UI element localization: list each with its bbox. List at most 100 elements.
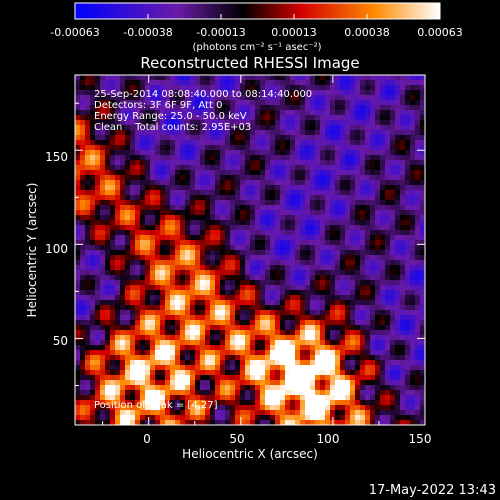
heatmap-cell	[400, 415, 406, 421]
heatmap-cell	[115, 370, 121, 376]
heatmap-cell	[165, 75, 171, 81]
heatmap-cell	[115, 235, 121, 241]
heatmap-cell	[350, 155, 356, 161]
heatmap-cell	[160, 355, 166, 361]
heatmap-cell	[240, 355, 246, 361]
heatmap-cell	[365, 210, 371, 216]
heatmap-cell	[415, 300, 421, 306]
heatmap-cell	[120, 395, 126, 401]
heatmap-cell	[145, 140, 151, 146]
heatmap-cell	[395, 135, 401, 141]
heatmap-cell	[300, 110, 306, 116]
heatmap-cell	[200, 240, 206, 246]
heatmap-cell	[125, 235, 131, 241]
heatmap-cell	[420, 140, 426, 146]
heatmap-cell	[220, 165, 226, 171]
heatmap-cell	[110, 205, 116, 211]
heatmap-cell	[195, 365, 201, 371]
heatmap-cell	[215, 215, 221, 221]
heatmap-cell	[340, 95, 346, 101]
heatmap-cell	[220, 210, 226, 216]
heatmap-cell	[95, 80, 101, 86]
heatmap-cell	[255, 415, 261, 421]
heatmap-cell	[315, 185, 321, 191]
heatmap-cell	[350, 125, 356, 131]
heatmap-cell	[415, 280, 421, 286]
heatmap-cell	[260, 355, 266, 361]
heatmap-cell	[175, 235, 181, 241]
heatmap-cell	[210, 185, 216, 191]
heatmap-cell	[245, 215, 251, 221]
heatmap-cell	[125, 260, 131, 266]
heatmap-cell	[135, 135, 141, 141]
heatmap-cell	[410, 80, 416, 86]
heatmap-cell	[170, 320, 176, 326]
heatmap-cell	[175, 370, 181, 376]
heatmap-cell	[365, 270, 371, 276]
heatmap-cell	[220, 215, 226, 221]
heatmap-cell	[150, 345, 156, 351]
heatmap-cell	[195, 245, 201, 251]
heatmap-cell	[330, 310, 336, 316]
heatmap-cell	[300, 310, 306, 316]
heatmap-cell	[260, 205, 266, 211]
heatmap-cell	[290, 180, 296, 186]
heatmap-cell	[370, 400, 376, 406]
heatmap-cell	[170, 415, 176, 421]
heatmap-cell	[225, 390, 231, 396]
heatmap-cell	[235, 175, 241, 181]
heatmap-cell	[290, 150, 296, 156]
heatmap-cell	[160, 230, 166, 236]
heatmap-cell	[350, 250, 356, 256]
heatmap-cell	[140, 155, 146, 161]
heatmap-cell	[175, 275, 181, 281]
heatmap-cell	[295, 305, 301, 311]
heatmap-cell	[415, 255, 421, 261]
heatmap-cell	[165, 340, 171, 346]
heatmap-cell	[265, 380, 271, 386]
heatmap-cell	[155, 250, 161, 256]
heatmap-cell	[175, 225, 181, 231]
heatmap-cell	[225, 270, 231, 276]
heatmap-cell	[340, 250, 346, 256]
heatmap-cell	[215, 360, 221, 366]
heatmap-cell	[330, 205, 336, 211]
heatmap-cell	[320, 325, 326, 331]
heatmap-cell	[130, 310, 136, 316]
heatmap-cell	[410, 240, 416, 246]
heatmap-cell	[335, 400, 341, 406]
heatmap-cell	[360, 295, 366, 301]
heatmap-cell	[315, 390, 321, 396]
heatmap-cell	[250, 295, 256, 301]
heatmap-cell	[200, 325, 206, 331]
heatmap-cell	[295, 360, 301, 366]
heatmap-cell	[230, 240, 236, 246]
heatmap-cell	[415, 85, 421, 91]
heatmap-cell	[195, 75, 201, 81]
heatmap-cell	[265, 175, 271, 181]
heatmap-cell	[80, 190, 86, 196]
heatmap-cell	[345, 275, 351, 281]
heatmap-cell	[335, 310, 341, 316]
heatmap-cell	[340, 125, 346, 131]
heatmap-cell	[95, 340, 101, 346]
heatmap-cell	[280, 265, 286, 271]
heatmap-cell	[210, 320, 216, 326]
heatmap-cell	[355, 90, 361, 96]
heatmap-cell	[400, 175, 406, 181]
heatmap-cell	[310, 80, 316, 86]
chart-title: Reconstructed RHESSI Image	[140, 54, 359, 72]
heatmap-cell	[395, 115, 401, 121]
heatmap-cell	[265, 240, 271, 246]
heatmap-cell	[150, 195, 156, 201]
heatmap-cell	[380, 415, 386, 421]
heatmap-cell	[205, 95, 211, 101]
heatmap-cell	[120, 300, 126, 306]
heatmap-cell	[225, 315, 231, 321]
heatmap-cell	[80, 200, 86, 206]
heatmap-cell	[250, 420, 256, 426]
heatmap-cell	[330, 230, 336, 236]
heatmap-cell	[240, 420, 246, 426]
heatmap-cell	[175, 290, 181, 296]
heatmap-cell	[235, 185, 241, 191]
